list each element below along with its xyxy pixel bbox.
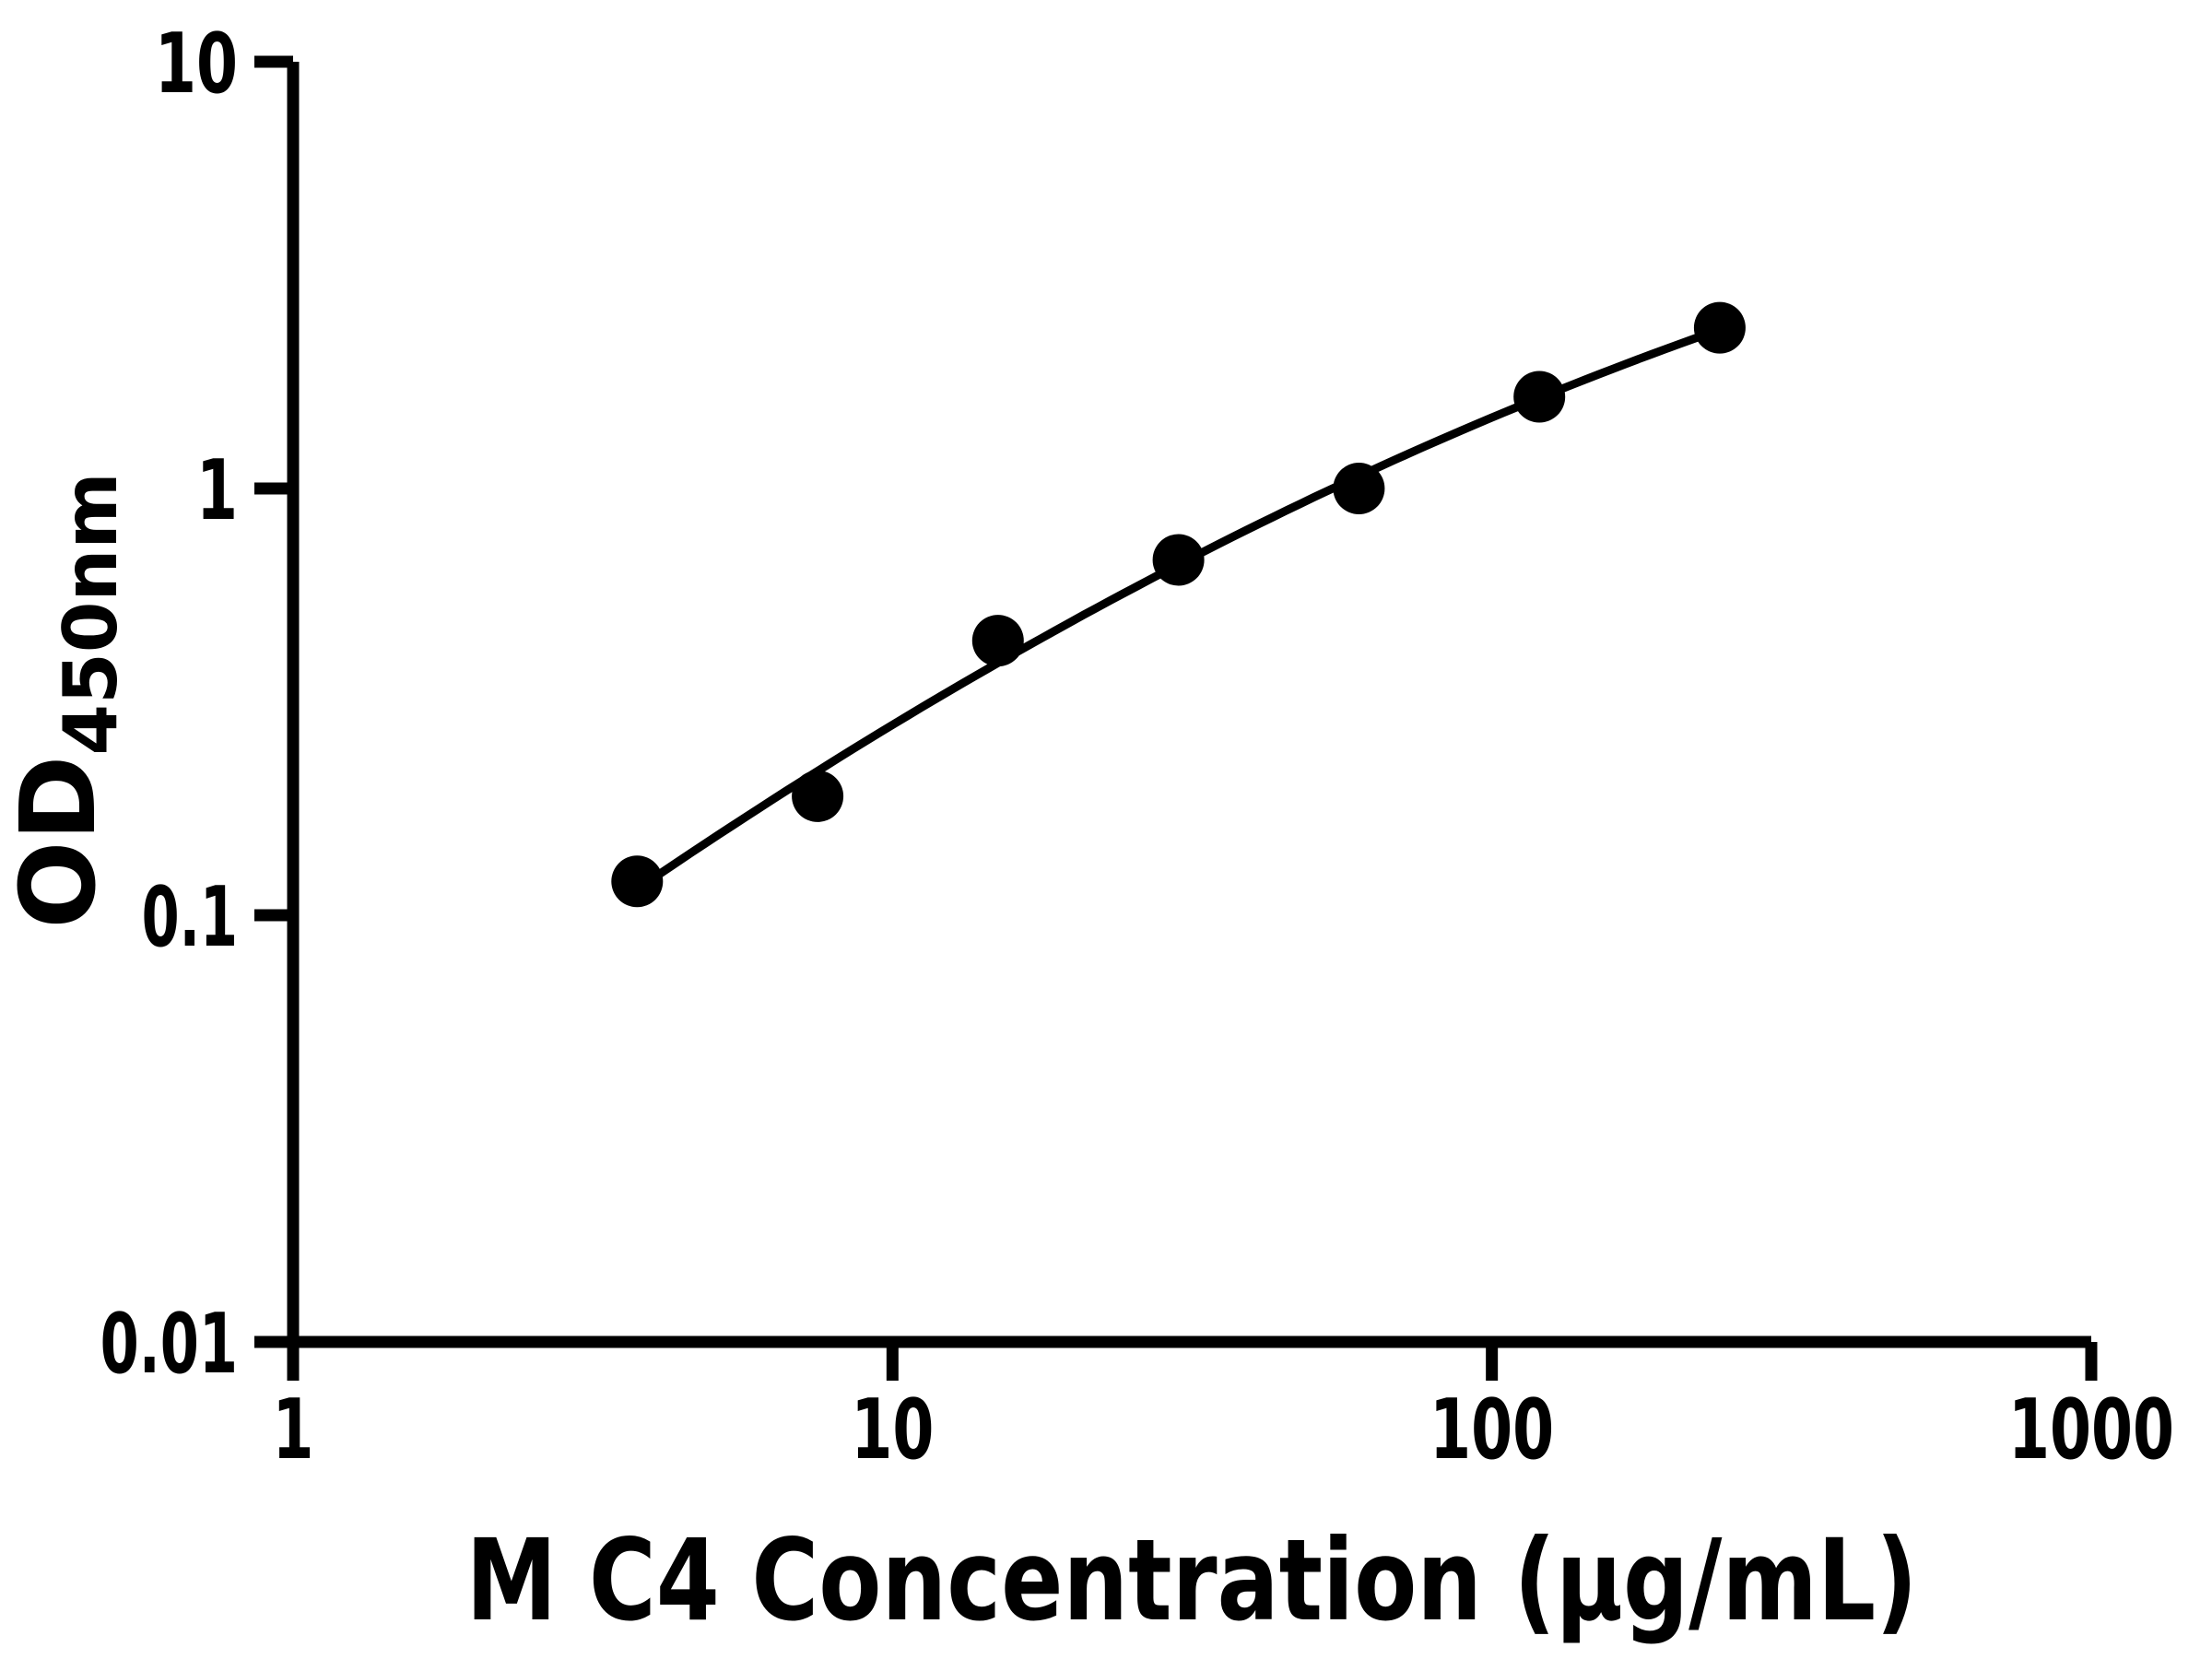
data-point bbox=[792, 770, 844, 822]
y-tick-label: 0.1 bbox=[142, 869, 238, 966]
data-point bbox=[611, 855, 664, 908]
y-axis-label-sub: 450nm bbox=[48, 472, 134, 755]
data-point bbox=[1693, 301, 1746, 354]
data-point bbox=[1152, 534, 1205, 586]
x-tick-label: 100 bbox=[1430, 1382, 1554, 1478]
x-tick-label: 10 bbox=[851, 1382, 934, 1478]
y-axis-label: OD450nm bbox=[0, 472, 134, 929]
data-point bbox=[1513, 371, 1566, 423]
x-tick-label: 1 bbox=[273, 1382, 314, 1478]
data-point bbox=[971, 615, 1024, 667]
x-axis-label: M C4 Concentration (µg/mL) bbox=[466, 1515, 1918, 1646]
plot-series bbox=[611, 301, 1746, 908]
y-tick-label: 1 bbox=[196, 442, 238, 539]
y-tick-label: 0.01 bbox=[100, 1296, 238, 1393]
y-tick-label: 10 bbox=[155, 16, 238, 112]
x-tick-label: 1000 bbox=[2008, 1382, 2174, 1478]
data-point bbox=[1333, 463, 1385, 514]
y-axis-label-main: OD bbox=[0, 756, 119, 929]
axes: 10 1 0.1 0.01 1 10 100 1000 bbox=[100, 16, 2174, 1478]
